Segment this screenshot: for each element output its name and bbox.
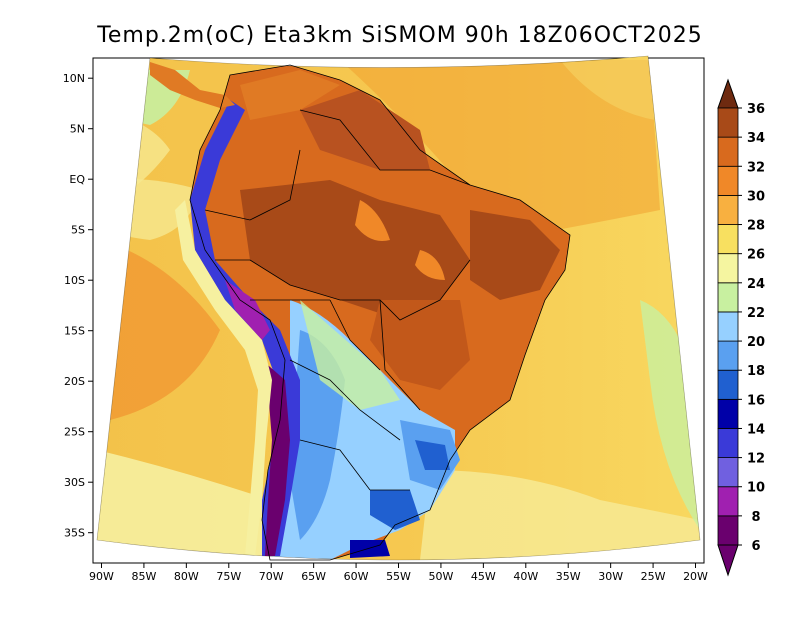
south-pacific-cool: [97, 450, 270, 560]
central-america-land: [150, 62, 235, 108]
colorbar: 6 8 10 12 14 16 18 20 22 24 26 28 30 32 34 36: [717, 78, 765, 577]
colorbar-segment: [717, 311, 739, 342]
guiana-hot: [300, 90, 430, 170]
colorbar-label: 18: [747, 364, 765, 379]
central-brazil-hot: [370, 300, 470, 390]
colorbar-segment: [717, 457, 739, 488]
colorbar-label: 20: [747, 335, 765, 350]
colorbar-label: 24: [747, 277, 765, 292]
x-axis: 90W 85W 80W 75W 70W 65W 60W 55W 50W 45W 40W 35W 30W 2…: [89, 563, 708, 583]
south-atlantic-cool: [420, 470, 700, 560]
warm-atlantic-band: [340, 60, 660, 240]
x-tick-label: 50W: [428, 570, 453, 583]
colorbar-label: 14: [747, 422, 765, 437]
colorbar-label: 10: [747, 481, 765, 496]
pacific-warm-patch: [100, 240, 220, 420]
colorbar-label: 36: [747, 102, 765, 117]
colorbar-segment: [717, 486, 739, 517]
colorbar-label: 16: [747, 393, 765, 408]
x-tick-label: 35W: [556, 570, 581, 583]
x-tick-label: 20W: [683, 570, 708, 583]
y-tick-label: 5N: [70, 123, 85, 136]
y-tick-label: 10S: [64, 274, 85, 287]
colorbar-segment: [717, 136, 739, 167]
colorbar-segment: [717, 253, 739, 284]
x-tick-label: 30W: [598, 570, 623, 583]
border-south: [289, 359, 410, 491]
andes-coldest: [262, 360, 290, 556]
y-tick-label: EQ: [69, 173, 85, 186]
x-tick-label: 75W: [216, 570, 241, 583]
southeast-brazil-cold: [415, 440, 450, 470]
colorbar-label: 26: [747, 248, 765, 263]
border-andean: [204, 149, 330, 301]
amazon-hot-core: [240, 180, 470, 320]
y-tick-label: 30S: [64, 476, 85, 489]
y-tick-label: 20S: [64, 375, 85, 388]
colorbar-segment: [717, 194, 739, 225]
x-tick-label: 85W: [131, 570, 156, 583]
northeast-hot-core: [470, 210, 560, 300]
colorbar-label: 30: [747, 189, 765, 204]
x-tick-label: 60W: [344, 570, 369, 583]
colorbar-segment: [717, 515, 739, 546]
colorbar-label: 28: [747, 219, 765, 234]
colorbar-label: 6: [751, 539, 760, 554]
x-tick-label: 90W: [89, 570, 114, 583]
coastline-sa: [189, 64, 571, 561]
x-tick-label: 40W: [513, 570, 538, 583]
pacific-coast-pale: [175, 200, 272, 556]
colorbar-segment: [717, 282, 739, 313]
colorbar-label: 12: [747, 452, 765, 467]
la-plata-cold: [350, 540, 390, 558]
colorbar-label: 22: [747, 306, 765, 321]
colorbar-label: 34: [747, 131, 765, 146]
amazon-light-spots: [355, 200, 445, 280]
venezuela-orange: [240, 70, 340, 120]
x-tick-label: 45W: [471, 570, 496, 583]
map-title: Temp.2m(oC) Eta3km SiSMOM 90h 18Z06OCT20…: [96, 23, 703, 48]
x-tick-label: 65W: [301, 570, 326, 583]
colorbar-segment: [717, 398, 739, 429]
y-tick-label: 25S: [64, 426, 85, 439]
colorbar-top-arrow: [717, 78, 739, 109]
x-tick-label: 70W: [259, 570, 284, 583]
y-tick-label: 35S: [64, 527, 85, 540]
x-tick-label: 25W: [641, 570, 666, 583]
x-tick-label: 80W: [174, 570, 199, 583]
colorbar-segment: [717, 165, 739, 196]
colorbar-bottom-arrow: [717, 544, 739, 577]
country-borders: [189, 64, 571, 561]
colorbar-label: 8: [751, 510, 760, 525]
y-tick-label: 5S: [71, 224, 85, 237]
colorbar-segment: [717, 369, 739, 400]
y-tick-label: 15S: [64, 325, 85, 338]
y-tick-label: 10N: [63, 72, 85, 85]
border-brazil: [249, 109, 471, 411]
colorbar-segment: [717, 224, 739, 255]
pampas-cool-band: [300, 300, 400, 410]
colorbar-segment: [717, 340, 739, 371]
x-tick-label: 55W: [386, 570, 411, 583]
y-axis: 10N 5N EQ 5S 10S 15S 20S 25S 30S 35S: [63, 72, 93, 540]
colorbar-segment: [717, 428, 739, 459]
andes-cold-strip: [190, 100, 300, 556]
domain-outline: [96, 55, 701, 561]
east-atlantic-warm: [560, 60, 655, 120]
colorbar-label: 32: [747, 160, 765, 175]
colorbar-segment: [717, 107, 739, 138]
field-layer: [97, 56, 700, 560]
